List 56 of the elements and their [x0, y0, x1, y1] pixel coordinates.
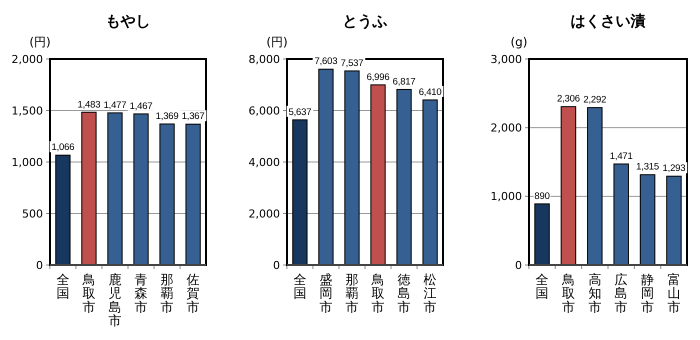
data-label: 1,483	[78, 99, 100, 110]
y-tick-label: 2,000	[248, 207, 280, 220]
y-tick-label: 1,000	[490, 190, 522, 204]
chart-title: もやし	[106, 12, 150, 30]
x-tick-label: 高知市	[588, 272, 602, 316]
x-tick-label: 那覇市	[345, 273, 358, 316]
y-tick-label: 500	[22, 207, 43, 220]
y-tick-label: 8,000	[248, 52, 280, 66]
y-tick-label: 6,000	[248, 104, 280, 118]
data-label: 7,537	[340, 58, 364, 69]
y-tick-label: 1,500	[12, 104, 43, 118]
x-tick-label: 全国	[536, 273, 549, 302]
y-axis-title: (円)	[29, 35, 51, 49]
data-label: 890	[534, 190, 550, 202]
data-label: 1,471	[610, 150, 633, 162]
y-tick-label: 1,000	[12, 156, 43, 169]
x-tick-label: 全国	[293, 273, 306, 302]
chart-title: とうふ	[342, 12, 388, 30]
y-tick-label: 0	[515, 258, 522, 272]
x-tick-label: 那覇市	[160, 273, 174, 316]
x-tick-label: 静岡市	[641, 273, 654, 316]
x-tick-label: 広島市	[614, 272, 628, 316]
data-label: 5,637	[288, 106, 312, 118]
data-label: 2,292	[583, 94, 606, 106]
x-tick-label: 鳥取市	[370, 273, 385, 316]
y-tick-label: 0	[36, 258, 43, 272]
x-tick-label: 松江市	[424, 273, 437, 316]
y-axis-title: (円)	[266, 35, 288, 49]
y-tick-label: 2,000	[490, 122, 522, 135]
x-tick-label: 徳島市	[398, 273, 411, 316]
y-axis-title: (g)	[510, 35, 528, 49]
chart-title: はくさい漬	[570, 12, 646, 30]
y-tick-label: 3,000	[490, 52, 522, 66]
data-label: 1,293	[662, 163, 686, 174]
y-tick-label: 2,000	[12, 52, 43, 66]
data-label: 1,467	[130, 100, 152, 112]
data-label: 1,315	[636, 162, 659, 173]
x-tick-label: 盛岡市	[319, 273, 332, 316]
data-label: 6,410	[418, 86, 442, 98]
data-label: 7,603	[314, 56, 338, 68]
y-tick-label: 4,000	[248, 156, 280, 169]
data-label: 6,817	[392, 76, 416, 88]
data-label: 1,369	[156, 110, 178, 122]
data-label: 6,996	[366, 72, 390, 83]
x-tick-label: 佐賀市	[186, 273, 200, 316]
x-tick-label: 全国	[56, 273, 70, 302]
x-tick-label: 鳥取市	[81, 273, 96, 316]
data-label: 1,066	[52, 142, 74, 154]
data-label: 1,367	[182, 111, 204, 122]
data-label: 2,306	[557, 94, 580, 105]
x-tick-label: 鹿児島市	[108, 273, 122, 329]
x-tick-label: 青森市	[134, 273, 148, 316]
data-label: 1,477	[104, 100, 126, 111]
x-tick-label: 富山市	[667, 272, 680, 316]
x-tick-label: 鳥取市	[560, 273, 575, 316]
y-tick-label: 0	[273, 258, 280, 272]
